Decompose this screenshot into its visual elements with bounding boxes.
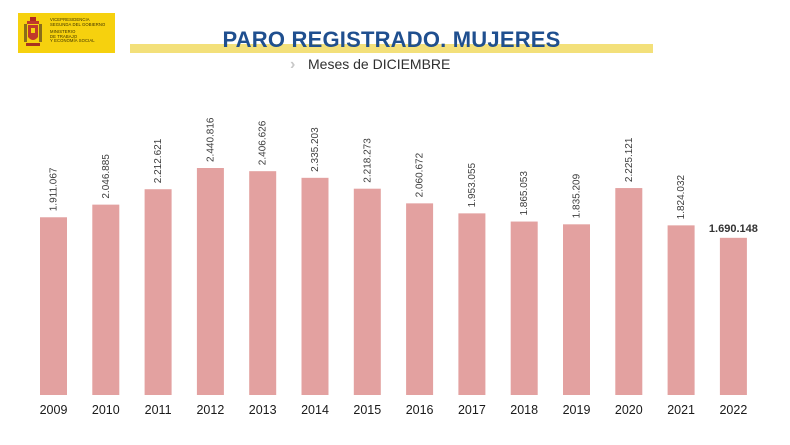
value-label-2012: 2.440.816 [205,117,216,162]
value-label-2018: 1.865.053 [519,171,530,216]
x-tick-label-2016: 2016 [406,403,434,417]
bar-2020 [615,188,643,395]
x-tick-label-2015: 2015 [353,403,381,417]
value-label-2017: 1.953.055 [467,162,478,207]
x-tick-label-2011: 2011 [145,403,172,417]
bar-2013 [249,171,277,395]
x-tick-label-2017: 2017 [458,403,486,417]
chart-title: PARO REGISTRADO. MUJERES [222,27,561,52]
value-label-2020: 2.225.121 [624,137,635,182]
value-label-2013: 2.406.626 [258,120,269,165]
bar-2015 [353,188,381,395]
bar-2011 [144,189,172,395]
bar-2021 [667,225,695,395]
x-tick-label-2020: 2020 [615,403,643,417]
title-underline-bar [130,44,653,53]
x-tick-label-2019: 2019 [563,403,591,417]
value-label-2014: 2.335.203 [310,127,321,172]
x-tick-label-2018: 2018 [510,403,538,417]
government-logo: VICEPRESIDENCIA SEGUNDA DEL GOBIERNO MIN… [18,13,115,53]
bar-2018 [510,221,538,395]
value-label-2022: 1.690.148 [709,223,758,235]
value-label-2010: 2.046.885 [101,154,112,199]
value-label-2021: 1.824.032 [676,174,687,219]
bar-2017 [458,213,486,395]
bar-2009 [40,217,67,395]
value-label-2009: 1.911.067 [49,167,60,211]
value-label-2015: 2.218.273 [362,138,373,183]
logo-text: VICEPRESIDENCIA SEGUNDA DEL GOBIERNO MIN… [50,17,106,44]
chart-subtitle: Meses de DICIEMBRE [308,56,451,72]
bar-2016 [406,203,434,395]
value-label-2011: 2.212.621 [153,138,164,183]
bar-2022 [719,237,747,395]
bar-2012 [196,168,224,395]
x-tick-label-2009: 2009 [40,403,68,417]
x-tick-label-2014: 2014 [301,403,329,417]
bar-2010 [92,204,120,395]
value-label-2019: 1.835.209 [572,173,583,218]
coat-of-arms-icon [24,17,42,46]
x-tick-label-2022: 2022 [719,403,747,417]
value-label-2016: 2.060.672 [415,152,426,197]
chevron-right-icon: › [290,56,296,73]
x-tick-label-2021: 2021 [667,403,695,417]
x-tick-label-2012: 2012 [196,403,224,417]
x-tick-label-2010: 2010 [92,403,120,417]
x-tick-label-2013: 2013 [249,403,277,417]
bar-2014 [301,177,329,395]
bar-2019 [563,224,590,395]
